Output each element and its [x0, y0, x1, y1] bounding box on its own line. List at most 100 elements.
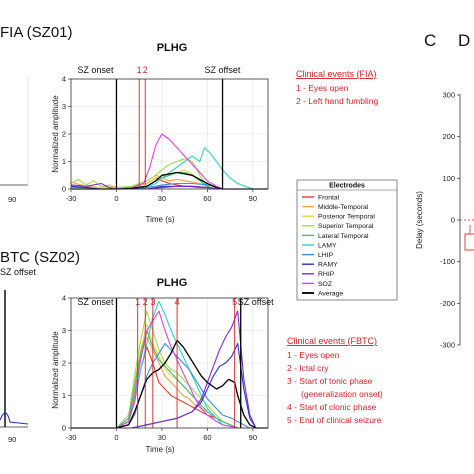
- chart-top-title: PLHG: [157, 42, 188, 54]
- series-line-superior-temporal: [71, 310, 268, 429]
- panel-c-tick-label: 0: [451, 216, 455, 225]
- clinical-events-fbtc-item: 5 - End of clinical seizure: [287, 415, 382, 425]
- chart-bottom-xlabel: Time (s): [145, 445, 174, 454]
- panel-title-bottom: BTC (SZ02): [0, 249, 80, 266]
- legend-label: LAMY: [318, 242, 337, 249]
- series-line-lamy: [71, 300, 268, 429]
- series-line-rhip: [71, 310, 268, 429]
- event-label: 2: [143, 297, 148, 307]
- legend-box: [296, 179, 398, 301]
- chart-bottom-series: [71, 300, 268, 429]
- clinical-events-fbtc-item: 2 - Ictal cry: [287, 363, 329, 373]
- clinical-events-fbtc: Clinical events (FBTC) 1 - Eyes open 2 -…: [287, 336, 383, 425]
- left-fragment-bottom: SZ offset 90: [0, 267, 36, 444]
- series-line-average: [71, 339, 268, 429]
- panel-c-title-partial: D: [458, 31, 470, 50]
- legend-label: RAMY: [318, 262, 338, 269]
- panel-c-tick-label: 200: [442, 132, 455, 141]
- chart-bottom-vlines: 1 2 3 4 5 SZ onset SZ offset: [77, 297, 274, 428]
- clinical-events-fbtc-item: 4 - Start of clonic phase: [287, 402, 377, 412]
- panel-c-tick-label: 300: [442, 91, 455, 100]
- clinical-events-fia-item: 2 - Left hand fumbling: [296, 96, 378, 106]
- event-label: 4: [175, 297, 180, 307]
- panel-c-tick-label: -200: [440, 299, 455, 308]
- sz-offset-label: SZ offset: [238, 297, 274, 307]
- chart-bottom-title: PLHG: [157, 277, 188, 289]
- legend-label: Superior Temporal: [318, 223, 374, 230]
- panel-title-top: FIA (SZ01): [0, 24, 73, 41]
- panel-c-letter: C: [424, 31, 436, 50]
- plhg-chart-bottom: PLHG 1 2 3 4 5SZ onset SZ offset -30 0 30 60 9001…: [51, 277, 274, 454]
- legend-label: Middle-Temporal: [318, 204, 369, 211]
- panel-c-tick-label: 100: [442, 174, 455, 183]
- electrode-legend: Electrodes Frontal Middle-Temporal Posteri…: [296, 179, 398, 301]
- panel-c-box: [464, 233, 474, 251]
- x-tick-label: 60: [203, 433, 211, 442]
- chart-bottom-ylabel: Normalized amplitude: [51, 331, 60, 409]
- legend-label: SOZ: [318, 281, 332, 288]
- y-tick-label: 3: [62, 102, 66, 111]
- panel-c-ylabel: Delay (seconds): [415, 191, 424, 249]
- x-tick-label: 0: [114, 433, 118, 442]
- series-line-lamy: [71, 147, 268, 190]
- y-tick-label: 0: [62, 185, 66, 194]
- series-line-posterior-temporal: [71, 323, 268, 429]
- clinical-events-fbtc-title: Clinical events (FBTC): [287, 336, 377, 346]
- x-tick-label: 60: [203, 194, 211, 203]
- clinical-events-fbtc-item: (generalization onset): [301, 389, 383, 399]
- left-fragment-top-tick: 90: [8, 195, 16, 204]
- event-label: 2: [143, 65, 148, 75]
- legend-title: Electrodes: [329, 183, 365, 190]
- clinical-events-fia-item: 1 - Eyes open: [296, 83, 349, 93]
- legend-items: Frontal Middle-Temporal Posterior Temporal…: [302, 194, 375, 297]
- panel-c-tick-label: -300: [440, 341, 455, 350]
- y-tick-label: 2: [62, 130, 66, 139]
- event-label: 3: [150, 297, 155, 307]
- event-label: 5: [232, 297, 237, 307]
- chart-top-vlines: 1 2 SZ onset SZ offset: [77, 65, 241, 189]
- sz-onset-label: SZ onset: [77, 297, 114, 307]
- sz-offset-label: SZ offset: [205, 65, 241, 75]
- series-line-frontal: [71, 346, 268, 429]
- clinical-events-fbtc-item: 3 - Start of tonic phase: [287, 376, 373, 386]
- left-fragment-bottom-trace: [0, 412, 29, 425]
- y-tick-label: 0: [62, 424, 66, 433]
- event-label: 1: [135, 297, 140, 307]
- legend-label: Lateral Temporal: [318, 233, 369, 240]
- event-label: 1: [137, 65, 142, 75]
- left-fragment-top: 90: [0, 75, 29, 204]
- y-tick-label: 2: [62, 359, 66, 368]
- legend-label: LHIP: [318, 252, 334, 259]
- x-tick-label: 0: [114, 194, 118, 203]
- y-tick-label: 4: [62, 294, 66, 303]
- x-tick-label: -30: [66, 433, 77, 442]
- x-tick-label: 90: [249, 433, 257, 442]
- sz-onset-label: SZ onset: [77, 65, 114, 75]
- left-fragment-bottom-tick: 90: [8, 435, 16, 444]
- y-tick-label: 4: [62, 75, 66, 84]
- clinical-events-fia: Clinical events (FIA) 1 - Eyes open 2 - …: [296, 69, 378, 106]
- clinical-events-fia-title: Clinical events (FIA): [296, 69, 377, 79]
- y-tick-label: 1: [62, 157, 66, 166]
- legend-label: Average: [318, 290, 343, 297]
- x-tick-label: -30: [66, 194, 77, 203]
- chart-top-xlabel: Time (s): [145, 215, 174, 224]
- left-fragment-bottom-marker-label: SZ offset: [0, 267, 36, 277]
- legend-label: RHIP: [318, 271, 335, 278]
- panel-c-ticks: 300 200 100 0 -100 -200 -300: [440, 91, 460, 350]
- series-line-soz: [71, 133, 268, 190]
- legend-label: Frontal: [318, 194, 340, 201]
- x-tick-label: 30: [158, 194, 166, 203]
- series-line-soz: [71, 310, 268, 429]
- panel-c-partial: C D 300 200 100 0 -100 -200 -300 Delay (second…: [415, 31, 474, 350]
- legend-label: Posterior Temporal: [318, 214, 375, 221]
- y-tick-label: 3: [62, 326, 66, 335]
- y-tick-label: 1: [62, 391, 66, 400]
- x-tick-label: 90: [249, 194, 257, 203]
- plhg-chart-top: PLHG 1 2SZ onset SZ offset -30 0 30 60 9001234…: [51, 42, 269, 224]
- chart-top-ylabel: Normalized amplitude: [51, 95, 60, 173]
- panel-c-tick-label: -100: [440, 257, 455, 266]
